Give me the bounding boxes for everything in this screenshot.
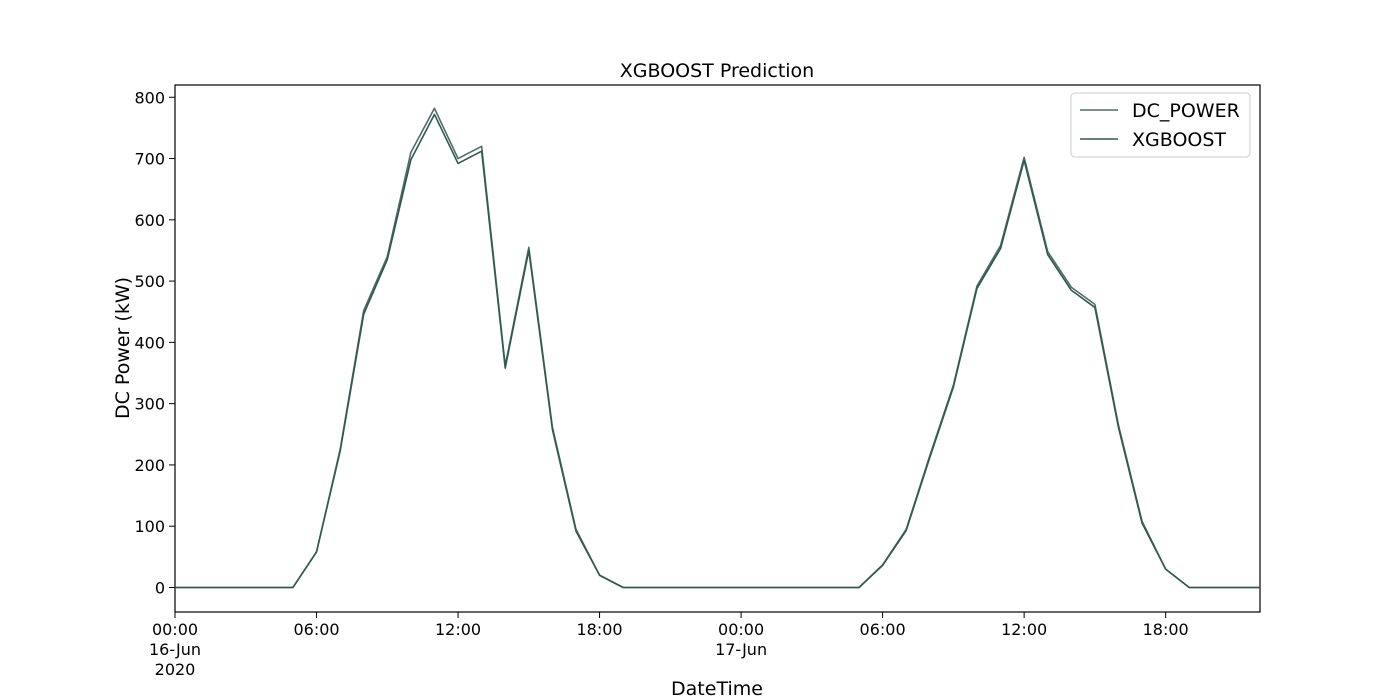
y-tick-label: 800 [134, 88, 165, 107]
series-line-dc-power [175, 107, 1260, 589]
x-tick-label: 06:00 [860, 620, 906, 639]
y-tick-label: 300 [134, 395, 165, 414]
y-tick-label: 100 [134, 517, 165, 536]
legend-label: DC_POWER [1132, 100, 1240, 122]
legend: DC_POWER XGBOOST [1070, 92, 1251, 158]
plot-area [174, 84, 1261, 613]
y-tick-label: 500 [134, 272, 165, 291]
x-tick-label-line: 18:00 [577, 620, 623, 639]
x-tick-label-line: 06:00 [293, 620, 339, 639]
y-tick-label: 700 [134, 150, 165, 169]
x-tick-label-line: 00:00 [152, 620, 198, 639]
series-lines [175, 107, 1260, 589]
y-tick-label: 0 [155, 578, 165, 597]
chart-title: XGBOOST Prediction [620, 60, 814, 82]
x-tick-label: 12:00 [1001, 620, 1047, 639]
y-tick-label: 400 [134, 333, 165, 352]
plot-frame [174, 84, 1261, 613]
x-axis-label: DateTime [671, 678, 763, 700]
y-axis: 0 100 200 300 400 500 600 700 800 [134, 88, 175, 597]
x-tick-label: 18:00 [1143, 620, 1189, 639]
x-tick-label: 12:00 [435, 620, 481, 639]
legend-box [1070, 92, 1251, 158]
x-tick-label-line: 16-Jun [149, 640, 201, 659]
x-tick-label-line: 00:00 [718, 620, 764, 639]
y-axis-label: DC Power (kW) [112, 277, 134, 419]
x-tick-label-line: 2020 [155, 660, 196, 679]
x-tick-label: 18:00 [577, 620, 623, 639]
x-tick-label-line: 17-Jun [715, 640, 767, 659]
x-tick-label-line: 12:00 [1001, 620, 1047, 639]
y-tick-label: 600 [134, 211, 165, 230]
y-tick-label: 200 [134, 456, 165, 475]
x-tick-label: 00:00 16-Jun 2020 [149, 620, 201, 679]
legend-label: XGBOOST [1132, 129, 1226, 151]
x-tick-label: 06:00 [293, 620, 339, 639]
series-line-xgboost [175, 113, 1260, 589]
x-tick-label-line: 12:00 [435, 620, 481, 639]
x-tick-label-line: 18:00 [1143, 620, 1189, 639]
x-tick-label-line: 06:00 [860, 620, 906, 639]
x-tick-label: 00:00 17-Jun [715, 620, 767, 659]
